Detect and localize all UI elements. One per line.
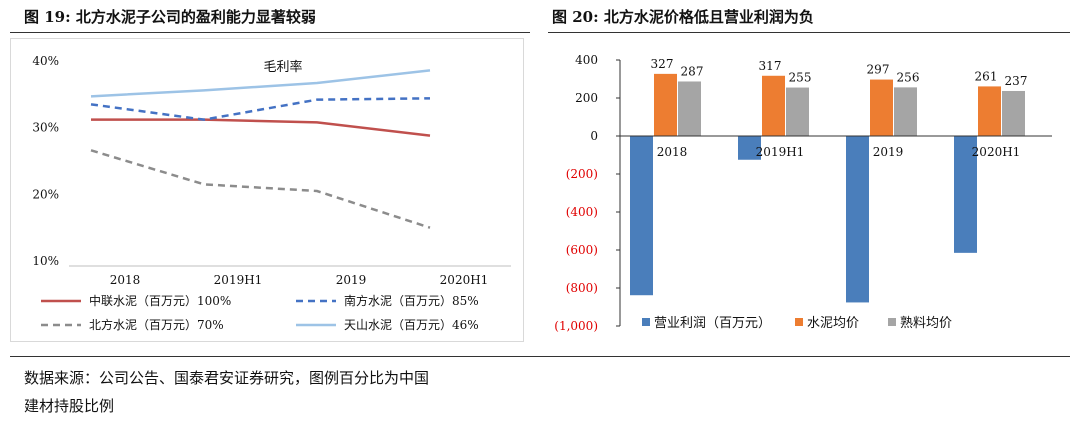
legend-swatch xyxy=(795,318,803,326)
bar-0 xyxy=(630,136,653,296)
source-line-2: 建材持股比例 xyxy=(24,397,115,415)
series-line-2 xyxy=(90,149,431,229)
y-tick-label: 10% xyxy=(32,254,59,268)
chart-title: 毛利率 xyxy=(263,59,302,75)
source-line-1: 数据来源：公司公告、国泰君安证券研究，图例百分比为中国 xyxy=(24,369,430,387)
legend-label: 水泥均价 xyxy=(807,316,859,331)
y-tick-label: 40% xyxy=(32,54,59,68)
legend-swatch xyxy=(888,318,896,326)
bar-0 xyxy=(738,136,761,160)
y-tick-label: (1,000) xyxy=(554,319,598,333)
x-tick-label: 2020H1 xyxy=(972,145,1021,159)
data-label: 317 xyxy=(759,59,782,73)
x-tick-label: 2018 xyxy=(657,145,688,159)
series-line-3 xyxy=(90,69,431,98)
legend-label: 营业利润（百万元） xyxy=(654,316,771,331)
bar-0 xyxy=(954,136,977,253)
legend-label: 北方水泥（百万元）70% xyxy=(89,317,224,332)
bar-chart-panel: 400 200 0 (200) (400) (600) (800) (1,000) 327 287… xyxy=(548,38,1068,340)
series-line-0 xyxy=(91,118,431,137)
x-tick-label: 2020H1 xyxy=(440,273,489,287)
x-tick-label: 2019H1 xyxy=(214,273,263,287)
data-label: 255 xyxy=(789,71,812,85)
x-tick-label: 2019 xyxy=(336,273,367,287)
y-tick-label: 200 xyxy=(575,91,598,105)
title-rule-right xyxy=(548,32,1070,33)
y-tick-label: 0 xyxy=(590,129,598,143)
bar-0 xyxy=(846,136,869,303)
x-tick-label: 2018 xyxy=(110,273,141,287)
gross-margin-line-chart: 毛利率 40% 30% 20% 10% 2018 2019H1 2019 2020H1 中联水泥（… xyxy=(32,54,511,332)
line-chart-panel: 毛利率 40% 30% 20% 10% 2018 2019H1 2019 2020H1 中联水泥（… xyxy=(10,38,524,342)
bar-1 xyxy=(978,86,1001,136)
bar-2 xyxy=(678,81,701,136)
data-label: 256 xyxy=(897,70,920,84)
source-rule xyxy=(10,356,1070,357)
x-tick-label: 2019 xyxy=(873,145,904,159)
bar-2 xyxy=(786,87,809,136)
legend-swatch xyxy=(642,318,650,326)
y-tick-label: (800) xyxy=(566,281,598,295)
bar-1 xyxy=(654,73,677,136)
bar-2 xyxy=(1002,90,1025,136)
bar-1 xyxy=(870,79,893,136)
data-label: 327 xyxy=(651,57,674,71)
y-tick-label: (200) xyxy=(566,167,598,181)
data-label: 237 xyxy=(1005,74,1028,88)
series-line-1 xyxy=(90,97,431,121)
y-tick-label: (400) xyxy=(566,205,598,219)
legend-label: 天山水泥（百万元）46% xyxy=(344,318,479,332)
bar-1 xyxy=(762,75,785,136)
legend-label: 熟料均价 xyxy=(900,315,952,331)
data-label: 297 xyxy=(867,63,890,77)
y-tick-label: 20% xyxy=(32,187,59,201)
y-tick-label: 400 xyxy=(575,53,598,67)
title-rule-left xyxy=(10,32,530,33)
legend-label: 南方水泥（百万元）85% xyxy=(344,293,479,308)
y-tick-label: 30% xyxy=(32,121,59,135)
figure-19-title: 图 19: 北方水泥子公司的盈利能力显著较弱 xyxy=(24,8,316,26)
figure-20-title: 图 20: 北方水泥价格低且营业利润为负 xyxy=(552,8,814,26)
legend-label: 中联水泥（百万元）100% xyxy=(89,293,231,308)
price-profit-bar-chart: 400 200 0 (200) (400) (600) (800) (1,000) 327 287… xyxy=(554,53,1052,333)
bar-2 xyxy=(894,87,917,136)
x-tick-label: 2019H1 xyxy=(756,145,805,159)
data-label: 261 xyxy=(975,69,998,83)
data-label: 287 xyxy=(681,64,704,78)
y-tick-label: (600) xyxy=(566,243,598,257)
